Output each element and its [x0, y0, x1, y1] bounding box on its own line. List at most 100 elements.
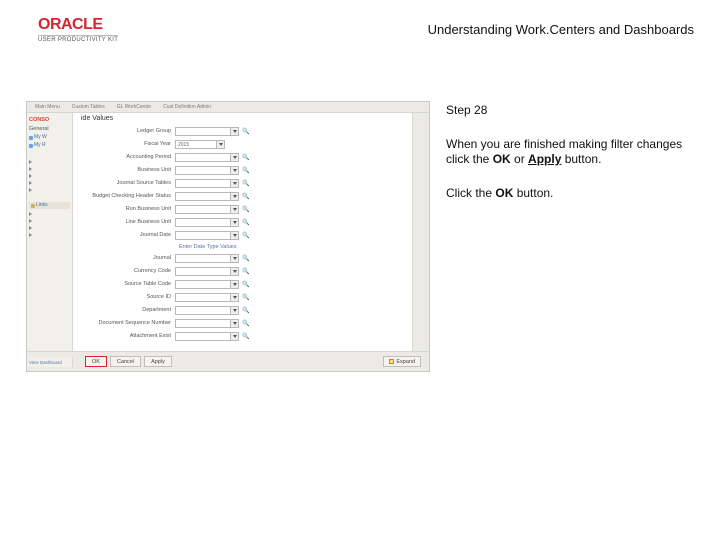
apply-button[interactable]: Apply	[144, 356, 172, 367]
breadcrumb-item[interactable]: Custom Tables	[72, 104, 105, 110]
sidebar-heading: General	[29, 126, 70, 132]
field-label: Journal Source Tables	[79, 181, 175, 187]
lookup-icon[interactable]: 🔍	[241, 153, 251, 162]
dropdown-toggle[interactable]	[231, 332, 239, 341]
field-label: Run Business Unit	[79, 207, 175, 213]
dropdown-toggle[interactable]	[231, 231, 239, 240]
dropdown-toggle[interactable]	[231, 293, 239, 302]
chevron-down-icon	[233, 221, 237, 224]
sidebar-item[interactable]	[29, 212, 70, 216]
field-input[interactable]	[175, 231, 231, 240]
lookup-icon[interactable]: 🔍	[241, 280, 251, 289]
dropdown-toggle[interactable]	[231, 153, 239, 162]
chevron-down-icon	[233, 156, 237, 159]
dropdown-toggle[interactable]	[231, 254, 239, 263]
field-input[interactable]	[175, 267, 231, 276]
dropdown-toggle[interactable]	[231, 192, 239, 201]
oracle-logo-block: ORACLE USER PRODUCTIVITY KIT	[38, 16, 118, 43]
sidebar-item[interactable]	[29, 188, 70, 192]
field-input[interactable]	[175, 254, 231, 263]
field-row: Source ID🔍	[79, 291, 406, 304]
field-label: Accounting Period	[79, 155, 175, 161]
instruction-para-1: When you are finished making filter chan…	[446, 137, 694, 168]
field-label: Attachment Exist	[79, 334, 175, 340]
field-input[interactable]	[175, 280, 231, 289]
field-label: Document Sequence Number	[79, 321, 175, 327]
field-input[interactable]	[175, 166, 231, 175]
field-input[interactable]	[175, 205, 231, 214]
lookup-icon[interactable]: 🔍	[241, 254, 251, 263]
lookup-icon[interactable]: 🔍	[241, 319, 251, 328]
sidebar-item[interactable]	[29, 219, 70, 223]
dropdown-toggle[interactable]	[231, 306, 239, 315]
lookup-icon[interactable]: 🔍	[241, 127, 251, 136]
lookup-icon[interactable]: 🔍	[241, 166, 251, 175]
dropdown-toggle[interactable]	[231, 179, 239, 188]
ok-button[interactable]: OK	[85, 356, 107, 367]
chevron-down-icon	[233, 130, 237, 133]
lookup-icon[interactable]: 🔍	[241, 179, 251, 188]
cancel-button[interactable]: Cancel	[110, 356, 141, 367]
lookup-icon[interactable]: 🔍	[241, 267, 251, 276]
dropdown-toggle[interactable]	[217, 140, 225, 149]
dialog-title: ide Values	[79, 115, 406, 122]
field-row: Department 🔍	[79, 304, 406, 317]
field-input[interactable]	[175, 319, 231, 328]
instruction-panel: Step 28 When you are finished making fil…	[446, 101, 694, 372]
field-input[interactable]	[175, 306, 231, 315]
expand-label: Expand	[396, 359, 415, 365]
breadcrumb-item[interactable]: GL WorkCenter	[117, 104, 151, 110]
field-input[interactable]	[175, 293, 231, 302]
field-label: Journal Date	[79, 233, 175, 239]
dropdown-toggle[interactable]	[231, 166, 239, 175]
lookup-icon[interactable]: 🔍	[241, 205, 251, 214]
dropdown-toggle[interactable]	[231, 218, 239, 227]
breadcrumb-item[interactable]: Main Menu	[35, 104, 60, 110]
sidebar-item[interactable]	[29, 174, 70, 178]
field-row: Journal Date 🔍	[79, 229, 406, 242]
dropdown-toggle[interactable]	[231, 280, 239, 289]
sidebar-item[interactable]	[29, 181, 70, 185]
sidebar-item[interactable]	[29, 233, 70, 237]
field-input[interactable]: 2015	[175, 140, 217, 149]
field-row: Document Sequence Number 🔍	[79, 317, 406, 330]
sidebar-item[interactable]: My W	[29, 135, 70, 140]
field-input[interactable]	[175, 179, 231, 188]
lookup-icon[interactable]: 🔍	[241, 218, 251, 227]
dropdown-toggle[interactable]	[231, 319, 239, 328]
inline-link[interactable]: Enter Date Type Values	[179, 244, 237, 250]
field-label: Business Unit	[79, 168, 175, 174]
dropdown-toggle[interactable]	[231, 127, 239, 136]
lookup-icon[interactable]: 🔍	[241, 293, 251, 302]
field-input[interactable]	[175, 127, 231, 136]
logo-subtitle: USER PRODUCTIVITY KIT	[38, 35, 118, 43]
field-input[interactable]	[175, 332, 231, 341]
breadcrumb-item[interactable]: Cust Definition Admin	[163, 104, 211, 110]
sidebar-footer-link[interactable]: View Dashboard	[29, 360, 70, 365]
sidebar-item[interactable]	[29, 160, 70, 164]
sidebar-item[interactable]	[29, 167, 70, 171]
field-label: Line Business Unit	[79, 220, 175, 226]
field-label: Journal	[79, 256, 175, 262]
lookup-icon[interactable]: 🔍	[241, 192, 251, 201]
chevron-down-icon	[233, 182, 237, 185]
field-input[interactable]	[175, 218, 231, 227]
lookup-icon[interactable]: 🔍	[241, 306, 251, 315]
lookup-icon[interactable]: 🔍	[241, 332, 251, 341]
sidebar-item[interactable]: My R	[29, 143, 70, 148]
chevron-down-icon	[233, 296, 237, 299]
field-label: Department	[79, 308, 175, 314]
expand-button[interactable]: Expand	[383, 356, 421, 367]
dropdown-toggle[interactable]	[231, 267, 239, 276]
sidebar-section[interactable]: Links	[29, 202, 70, 209]
field-label: Fiscal Year	[79, 142, 175, 148]
dropdown-toggle[interactable]	[231, 205, 239, 214]
sidebar-item[interactable]	[29, 226, 70, 230]
lookup-icon[interactable]: 🔍	[241, 231, 251, 240]
dialog-panel: ide Values Ledger Group🔍Fiscal Year2015A…	[73, 113, 413, 351]
field-input[interactable]	[175, 153, 231, 162]
field-input[interactable]	[175, 192, 231, 201]
field-row: Currency Code🔍	[79, 265, 406, 278]
chevron-down-icon	[233, 234, 237, 237]
content-row: Main Menu Custom Tables GL WorkCenter Cu…	[0, 51, 720, 372]
